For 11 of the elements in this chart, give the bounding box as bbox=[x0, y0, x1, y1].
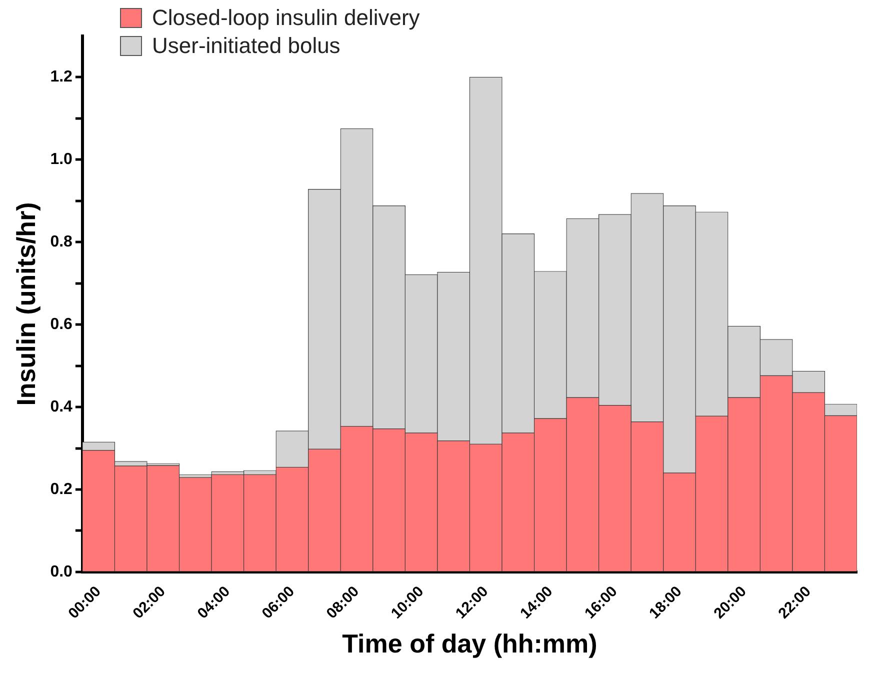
y-tick-label: 1.2 bbox=[50, 68, 73, 86]
y-tick-label: 0.6 bbox=[50, 316, 73, 333]
legend-label: User-initiated bolus bbox=[152, 33, 340, 59]
y-tick-label: 0.2 bbox=[50, 480, 73, 498]
y-tick-label: 0.8 bbox=[50, 234, 73, 251]
x-axis-title: Time of day (hh:mm) bbox=[342, 628, 598, 659]
y-tick-label: 0.0 bbox=[50, 563, 73, 580]
y-tick-label: 1.0 bbox=[50, 151, 73, 168]
y-axis-title: Insulin (units/hr) bbox=[10, 202, 41, 406]
legend-label: Closed-loop insulin delivery bbox=[152, 5, 420, 31]
y-tick-label: 0.4 bbox=[50, 398, 73, 416]
